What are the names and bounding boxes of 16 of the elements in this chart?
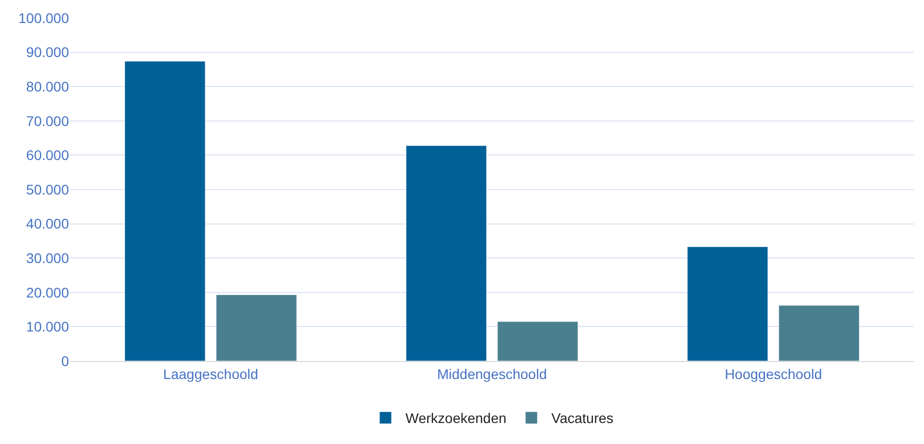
y-tick-label: 90.000 bbox=[26, 44, 70, 60]
y-tick-label: 100.000 bbox=[18, 10, 70, 26]
y-tick-label: 60.000 bbox=[26, 147, 70, 164]
y-tick-label: 80.000 bbox=[26, 78, 70, 94]
y-tick-label: 0 bbox=[61, 352, 70, 369]
x-tick-label: Middengeschoold bbox=[437, 366, 547, 382]
y-tick-label: 30.000 bbox=[26, 250, 70, 266]
x-tick-label: Hooggeschoold bbox=[724, 366, 822, 382]
y-tick-label: 50.000 bbox=[26, 181, 70, 198]
x-tick-label: Laaggeschoold bbox=[163, 366, 258, 382]
y-tick-label: 10.000 bbox=[26, 318, 70, 335]
y-tick-label: 20.000 bbox=[26, 284, 70, 300]
y-tick-label: 40.000 bbox=[26, 216, 70, 232]
legend-label: Vacatures bbox=[551, 410, 614, 426]
y-tick-label: 70.000 bbox=[26, 112, 70, 129]
legend-label: Werkzoekenden bbox=[406, 410, 506, 426]
